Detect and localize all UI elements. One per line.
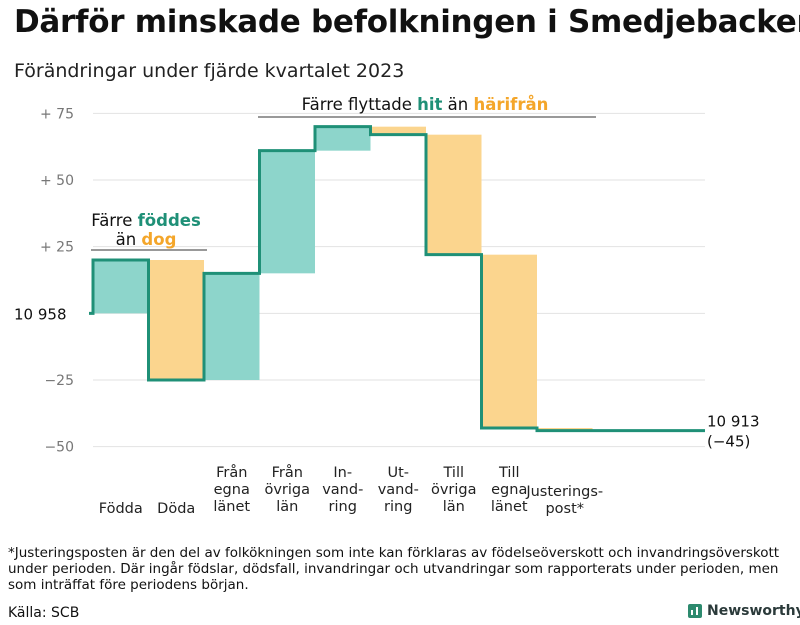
annotation-text: Färre flyttade [302,95,417,114]
end-change-label: (−45) [707,433,750,451]
x-tick-label: Till [498,465,520,481]
bar-decrease [481,254,537,428]
y-tick-label: −50 [44,440,74,456]
y-tick-label: + 25 [40,240,74,256]
bar-increase [204,273,260,380]
x-tick-label: länet [213,499,250,515]
footnote: *Justeringsposten är den del av folkökni… [8,545,780,593]
bar-decrease [426,134,482,255]
annotation-births-line2: än dog [116,230,177,249]
annotation-highlight-green: föddes [138,211,201,230]
x-tick-label: Födda [99,501,143,517]
annotation-highlight-green: hit [417,95,442,114]
x-tick-label: Från [216,464,247,481]
x-tick-label: ring [384,499,412,515]
x-tick-label: Justerings- [525,484,603,500]
bar-decrease [148,260,204,380]
waterfall-chart: + 75 + 50 + 25 −25 −50 10 958 10 913 (−45) Född… [14,95,760,517]
x-tick-label: Döda [157,501,195,517]
x-tick-label: vand- [378,482,419,498]
chart-subtitle: Förändringar under fjärde kvartalet 2023 [14,60,405,82]
bar-increase [315,126,371,151]
step-line [89,125,705,433]
x-tick-label: län [276,499,298,515]
start-value-label: 10 958 [14,305,67,323]
annotation-highlight-orange: härifrån [473,95,548,114]
annotation-text: än [442,95,473,114]
annotation-migration: Färre flyttade hit än härifrån [302,95,549,114]
brand-name: Newsworthy [707,603,800,619]
x-tick-label: ring [329,499,357,515]
x-tick-label: In- [333,465,352,481]
x-tick-label: Från [272,464,303,481]
newsworthy-logo-icon [688,604,702,618]
annotation-highlight-orange: dog [141,230,176,249]
bars [93,126,593,431]
bar-increase [259,150,315,274]
x-tick-label: egna [491,482,527,498]
x-tick-label: länet [491,499,528,515]
x-axis-labels: Födda DödaFrånegnalänetFrånövrigalänIn-va… [99,464,603,517]
y-tick-label: −25 [44,373,74,389]
x-tick-label: Ut- [387,465,409,481]
chart-title: Därför minskade befolkningen i Smedjebac… [14,4,800,40]
bar-decrease [370,126,426,135]
x-tick-label: Till [443,465,465,481]
x-tick-label: egna [214,482,250,498]
bar-increase [93,260,149,314]
brand-logo: Newsworthy [688,603,800,619]
annotation-text: än [116,230,142,249]
y-axis-ticks: + 75 + 50 + 25 −25 −50 10 958 10 913 (−45) [14,106,760,455]
annotation-births-line1: Färre föddes [91,211,201,230]
end-value-label: 10 913 [707,413,760,431]
source-label: Källa: SCB [8,605,80,621]
step-line-path [89,125,705,433]
x-tick-label: län [443,499,465,515]
y-tick-label: + 50 [40,173,74,189]
x-tick-label: övriga [264,482,310,498]
annotation-text: Färre [91,211,137,230]
x-tick-label: övriga [431,482,477,498]
x-tick-label: post* [545,501,584,517]
y-tick-label: + 75 [40,106,74,122]
x-tick-label: vand- [322,482,363,498]
